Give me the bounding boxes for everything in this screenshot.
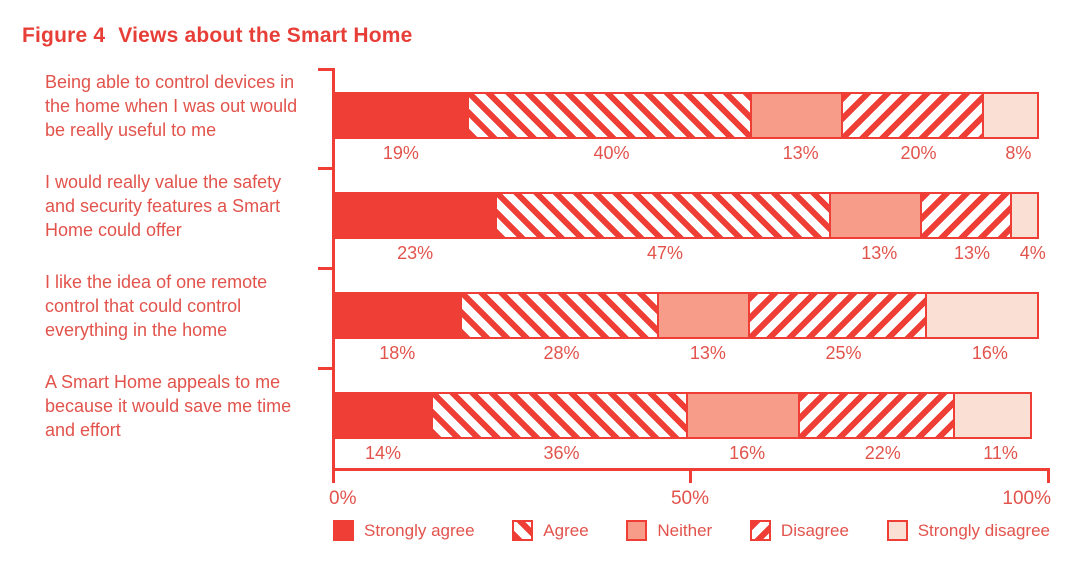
bar	[333, 292, 1047, 339]
pct-row: 19% 40% 13% 20% 8%	[333, 143, 1047, 164]
bar	[333, 192, 1047, 239]
legend-item-strongly-disagree: Strongly disagree	[886, 520, 1050, 541]
legend-swatch-icon	[749, 520, 771, 541]
row-plot: 18% 28% 13% 25% 16%	[333, 268, 1047, 368]
figure-title: Figure 4 Views about the Smart Home	[22, 24, 413, 48]
pct-row: 18% 28% 13% 25% 16%	[333, 343, 1047, 364]
legend-label: Disagree	[780, 520, 849, 540]
legend-item-disagree: Disagree	[749, 520, 849, 541]
value-label-disagree: 13%	[954, 243, 991, 263]
value-label-agree: 40%	[593, 143, 630, 163]
legend-item-strongly-agree: Strongly agree	[333, 520, 475, 541]
category-label: I would really value the safety and secu…	[45, 172, 282, 240]
x-axis-tick-50	[689, 468, 692, 483]
row-plot: 23% 47% 13% 13% 4%	[333, 168, 1047, 268]
legend-label: Strongly disagree	[917, 520, 1050, 540]
bar-segment-strongly-disagree	[953, 392, 1032, 439]
bar-segment-disagree	[841, 92, 984, 139]
bar-segment-strongly-disagree	[981, 92, 1039, 139]
chart-row: Being able to control devices in the hom…	[45, 68, 1050, 168]
row-plot: 19% 40% 13% 20% 8%	[333, 68, 1047, 168]
value-label-strongly-agree: 14%	[364, 443, 401, 463]
bar-segment-strongly-agree	[333, 392, 433, 439]
bar-segment-disagree	[919, 192, 1013, 239]
x-axis-label-0: 0%	[329, 488, 357, 509]
pct-row: 14% 36% 16% 22% 11%	[333, 443, 1047, 464]
legend-swatch-icon	[512, 520, 534, 541]
value-label-strongly-disagree: 16%	[971, 343, 1008, 363]
value-label-neither: 13%	[689, 343, 726, 363]
bar-segment-strongly-agree	[333, 92, 469, 139]
row-plot: 14% 36% 16% 22% 11%	[333, 368, 1047, 468]
bar-segment-strongly-disagree	[924, 292, 1039, 339]
bar-segment-neither	[750, 92, 844, 139]
bar-segment-strongly-agree	[333, 192, 498, 239]
chart-rows: Being able to control devices in the hom…	[45, 68, 1050, 468]
y-axis-tick	[318, 68, 335, 71]
bar-segment-strongly-disagree	[1010, 192, 1039, 239]
y-axis-tick	[318, 267, 335, 270]
category-label: I like the idea of one remote control th…	[45, 272, 268, 340]
category-label: Being able to control devices in the hom…	[45, 72, 298, 140]
value-label-agree: 36%	[543, 443, 580, 463]
bar	[333, 392, 1047, 439]
chart-area: Being able to control devices in the hom…	[45, 68, 1051, 541]
value-label-strongly-agree: 19%	[382, 143, 419, 163]
x-axis-tick-0	[332, 468, 335, 483]
bar-segment-agree	[459, 292, 660, 339]
value-label-disagree: 22%	[864, 443, 901, 463]
legend-label: Strongly agree	[364, 520, 475, 540]
value-label-agree: 47%	[646, 243, 684, 263]
chart-legend: Strongly agree Agree Neither Disagree St…	[333, 520, 1050, 541]
value-label-strongly-agree: 18%	[379, 343, 416, 363]
legend-swatch-icon	[886, 520, 908, 541]
value-label-neither: 16%	[729, 443, 766, 463]
category-label: A Smart Home appeals to me because it wo…	[45, 372, 292, 440]
chart-row: I like the idea of one remote control th…	[45, 268, 1050, 368]
bar-segment-agree	[495, 192, 831, 239]
y-axis-tick	[318, 367, 335, 370]
value-label-disagree: 25%	[825, 343, 862, 363]
value-label-strongly-disagree: 4%	[1019, 243, 1046, 263]
value-label-neither: 13%	[782, 143, 819, 163]
x-axis-label-50: 50%	[670, 488, 710, 509]
bar-segment-disagree	[748, 292, 927, 339]
legend-item-agree: Agree	[512, 520, 589, 541]
figure-title-text: Views about the Smart Home	[118, 24, 413, 47]
x-axis-label-100: 100%	[1002, 488, 1051, 509]
legend-label: Agree	[543, 520, 589, 540]
legend-swatch-icon	[626, 520, 648, 541]
legend-item-neither: Neither	[626, 520, 712, 541]
value-label-disagree: 20%	[900, 143, 937, 163]
bar-segment-neither	[657, 292, 751, 339]
value-label-agree: 28%	[543, 343, 580, 363]
y-axis-tick	[318, 167, 335, 170]
bar-segment-neither	[828, 192, 922, 239]
x-axis-tick-100	[1047, 468, 1050, 483]
bar-segment-agree	[466, 92, 753, 139]
chart-row: I would really value the safety and secu…	[45, 168, 1050, 268]
bar-segment-disagree	[798, 392, 956, 439]
bar-segment-strongly-agree	[333, 292, 462, 339]
value-label-strongly-agree: 23%	[397, 243, 434, 263]
bar-segment-neither	[685, 392, 801, 439]
value-label-strongly-disagree: 8%	[1005, 143, 1032, 163]
legend-swatch-icon	[333, 520, 354, 541]
value-label-strongly-disagree: 11%	[983, 443, 1018, 463]
pct-row: 23% 47% 13% 13% 4%	[333, 243, 1047, 264]
figure-number: Figure 4	[22, 24, 106, 47]
bar-segment-agree	[430, 392, 688, 439]
value-label-neither: 13%	[861, 243, 898, 263]
legend-label: Neither	[657, 520, 713, 540]
bar	[333, 92, 1047, 139]
chart-row: A Smart Home appeals to me because it wo…	[45, 368, 1050, 468]
